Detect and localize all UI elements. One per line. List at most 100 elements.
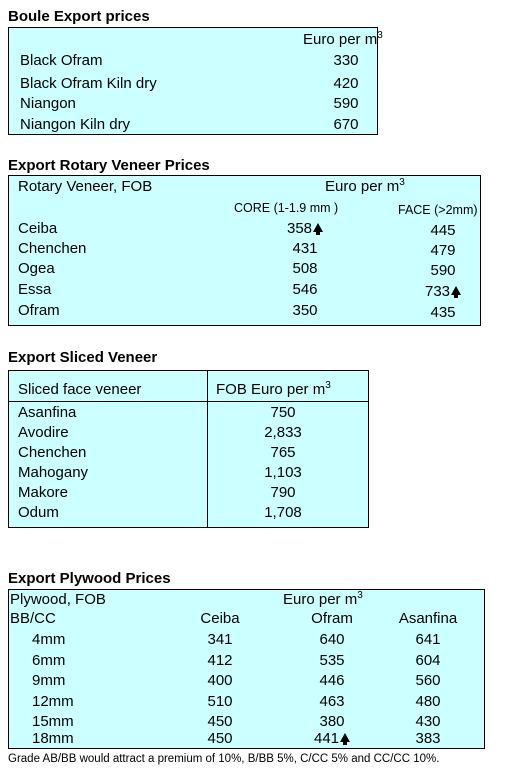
plywood-row-ceiba: 510 (190, 693, 250, 711)
boule-row-value-text: 590 (333, 95, 359, 112)
plywood-row-asanfina: 641 (388, 631, 468, 649)
boule-row-value: 670 (316, 116, 376, 134)
plywood-row-size: 4mm (32, 631, 65, 649)
sliced-row-name-text: Asanfina (18, 404, 77, 421)
rotary-row-name-text: Ofram (18, 302, 60, 319)
plywood-row-ceiba: 412 (190, 652, 250, 670)
sliced-row-name-text: Mahogany (18, 464, 89, 481)
plywood-row-ofram: 441 (302, 730, 362, 748)
sliced-row-value-text: 1,103 (264, 464, 302, 481)
sliced-row-value-text: 2,833 (264, 424, 302, 441)
sliced-row-name-text: Odum (18, 504, 59, 521)
plywood-row-size-text: 12mm (32, 693, 74, 710)
boule-row-name: Black Ofram Kiln dry (20, 75, 157, 93)
plywood-row-ofram-text: 446 (319, 672, 345, 689)
sliced-row-value-text: 790 (270, 484, 296, 501)
rotary-row-face: 590 (408, 262, 478, 280)
rotary-row-core: 431 (270, 240, 340, 258)
plywood-row-ofram-text: 441 (313, 730, 340, 747)
rotary-row-name-text: Ogea (18, 260, 55, 277)
plywood-row-ceiba-text: 450 (207, 713, 233, 730)
rotary-row-face-text: 733 (424, 283, 451, 300)
rotary-row-face-text: 445 (430, 222, 456, 239)
plywood-col-ceiba: Ceiba (200, 610, 240, 627)
sliced-header-left: Sliced face veneer (18, 381, 142, 398)
plywood-title: Export Plywood Prices (8, 570, 171, 587)
sliced-row-name: Chenchen (18, 444, 86, 462)
plywood-row-size: 6mm (32, 652, 65, 670)
plywood-row-asanfina-text: 560 (415, 672, 441, 689)
rotary-row-core: 350 (270, 302, 340, 320)
sliced-row-name: Avodire (18, 424, 69, 442)
rotary-row-core: 546 (270, 281, 340, 299)
plywood-row-size: 9mm (32, 672, 65, 690)
boule-row-value-text: 330 (333, 52, 359, 69)
rotary-row-name: Ceiba (18, 220, 57, 238)
plywood-col-asanfina: Asanfina (398, 610, 458, 627)
plywood-row-ceiba: 400 (190, 672, 250, 690)
rotary-unit-header: Euro per m3 (325, 177, 405, 196)
rotary-col-core: CORE (1-1.9 mm ) (234, 201, 339, 215)
sliced-row-name-text: Makore (18, 484, 69, 501)
boule-row-name-text: Black Ofram (20, 52, 103, 69)
boule-row-name-text: Niangon (20, 95, 76, 112)
sliced-row-name: Mahogany (18, 464, 88, 482)
up-arrow-icon (340, 733, 351, 745)
plywood-row-ofram-text: 535 (319, 652, 345, 669)
rotary-row-name: Chenchen (18, 240, 86, 258)
sliced-row-value-text: 765 (270, 444, 296, 461)
sliced-row-value-text: 1,708 (264, 504, 302, 521)
plywood-row-ceiba-text: 450 (207, 730, 233, 747)
plywood-row-ceiba-text: 510 (207, 693, 233, 710)
boule-row-name: Niangon Kiln dry (20, 116, 130, 134)
boule-row-value: 420 (316, 75, 376, 93)
sliced-row-value: 1,103 (238, 464, 328, 482)
sliced-row-name: Asanfina (18, 404, 76, 422)
rotary-row-face-text: 590 (430, 262, 456, 279)
rotary-row-core-text: 350 (292, 302, 318, 319)
rotary-row-name-text: Essa (18, 281, 52, 298)
plywood-footnote: Grade AB/BB would attract a premium of 1… (8, 753, 440, 765)
sliced-row-name: Makore (18, 484, 68, 502)
plywood-row-size: 15mm (32, 713, 74, 731)
plywood-row-size-text: 18mm (32, 730, 74, 747)
plywood-row-ceiba-text: 341 (207, 631, 233, 648)
plywood-row-ceiba-text: 412 (207, 652, 233, 669)
sliced-row-name: Odum (18, 504, 59, 522)
plywood-row-asanfina: 480 (388, 693, 468, 711)
boule-row-value-text: 670 (333, 116, 359, 133)
plywood-row-asanfina: 604 (388, 652, 468, 670)
up-arrow-icon (451, 286, 462, 298)
sliced-row-value: 790 (238, 484, 328, 502)
rotary-title: Export Rotary Veneer Prices (8, 157, 210, 174)
plywood-row-ofram: 535 (302, 652, 362, 670)
boule-table (8, 27, 378, 135)
plywood-row-size-text: 6mm (32, 652, 66, 669)
rotary-row-name-text: Chenchen (18, 240, 87, 257)
plywood-row-ofram-text: 463 (319, 693, 345, 710)
boule-row-name: Black Ofram (20, 52, 103, 70)
rotary-row-name: Ogea (18, 260, 55, 278)
plywood-row-asanfina: 560 (388, 672, 468, 690)
rotary-row-name: Ofram (18, 302, 60, 320)
plywood-row-ceiba-text: 400 (207, 672, 233, 689)
plywood-row-ofram: 640 (302, 631, 362, 649)
plywood-row-ofram-text: 380 (319, 713, 345, 730)
sliced-row-value: 1,708 (238, 504, 328, 522)
plywood-row-size: 12mm (32, 693, 74, 711)
plywood-row-ofram-text: 640 (319, 631, 345, 648)
rotary-row-face: 445 (408, 222, 478, 240)
plywood-row-size-text: 15mm (32, 713, 74, 730)
rotary-row-core-text: 546 (292, 281, 318, 298)
sliced-table (8, 370, 369, 528)
plywood-row-size-text: 4mm (32, 631, 66, 648)
up-arrow-icon (313, 223, 324, 235)
boule-title: Boule Export prices (8, 8, 150, 25)
rotary-row-face: 733 (408, 283, 478, 301)
boule-row-value-text: 420 (333, 75, 359, 92)
plywood-row-asanfina-text: 604 (415, 652, 441, 669)
boule-row-value: 590 (316, 95, 376, 113)
rotary-header-left: Rotary Veneer, FOB (18, 178, 153, 195)
rotary-row-face-text: 479 (430, 242, 456, 259)
plywood-row-ceiba: 341 (190, 631, 250, 649)
